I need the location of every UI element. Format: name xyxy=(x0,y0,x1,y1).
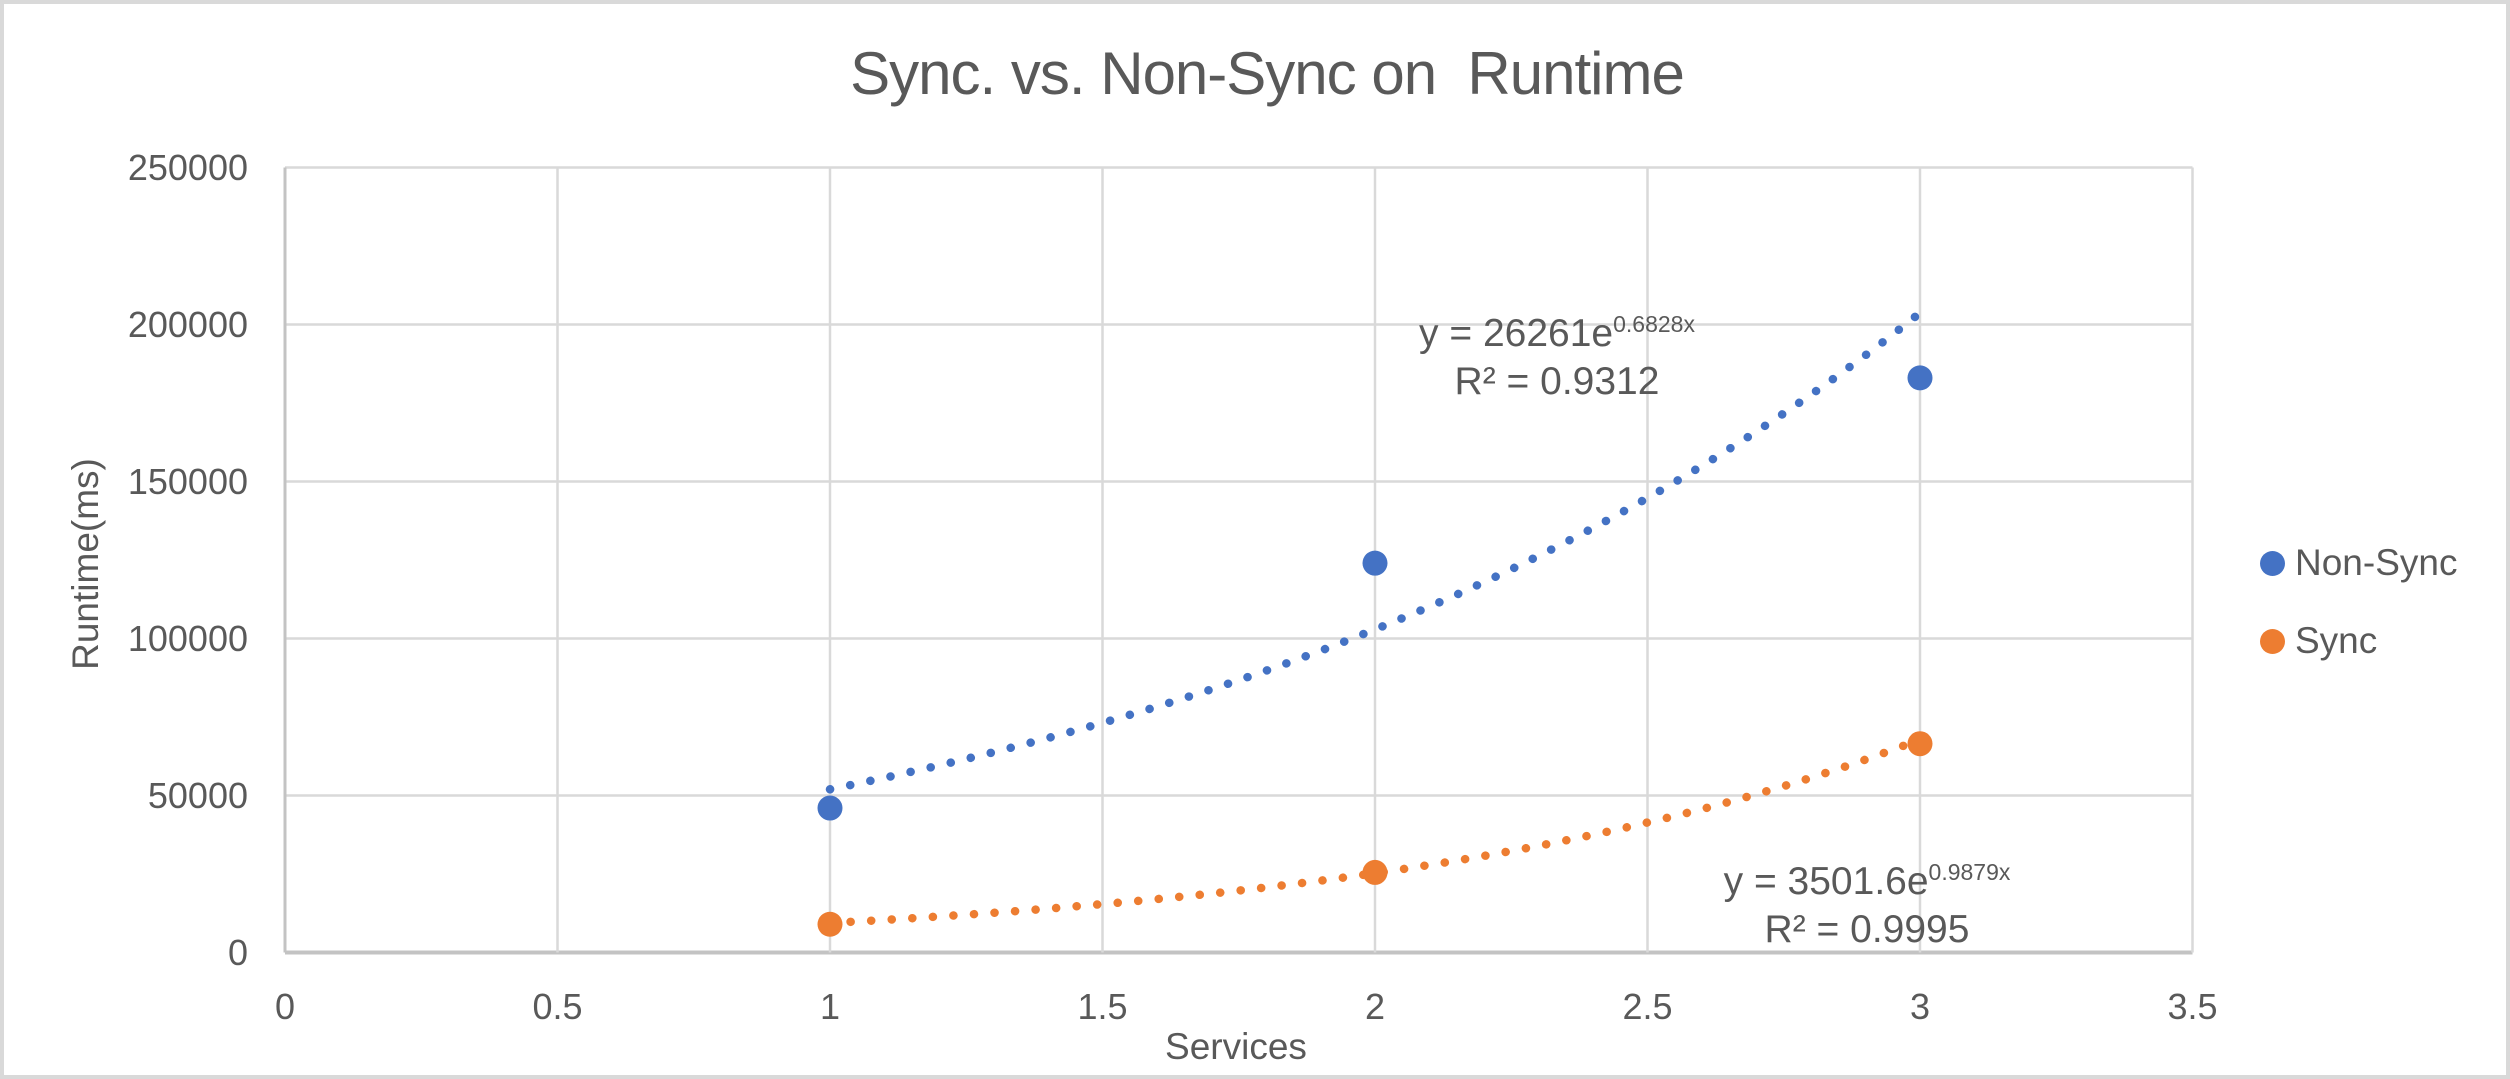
data-point-non-sync xyxy=(1362,550,1388,576)
trendline-equation-line: y = 26261e0.6828x xyxy=(1419,310,1695,358)
equation-prefix: y = 3501.6e xyxy=(1723,860,1929,903)
y-axis-tick-label: 200000 xyxy=(127,303,248,345)
x-axis-tick-label: 3 xyxy=(1909,986,1931,1027)
x-axis-title: Services xyxy=(1165,1026,1307,1067)
x-axis-tick-label: 3.5 xyxy=(2167,986,2218,1027)
trendline-equation-line: y = 3501.6e0.9879x xyxy=(1724,858,2011,906)
equation-exponent: 0.6828x xyxy=(1613,311,1695,337)
trendline-equation-nonsync: y = 26261e0.6828x R² = 0.9312 xyxy=(1419,310,1695,406)
equation-exponent: 0.9879x xyxy=(1928,859,2011,885)
trendline-sync xyxy=(825,735,1925,928)
legend-marker-nonsync-icon xyxy=(2260,550,2285,576)
plot-area xyxy=(283,166,2194,955)
data-point-non-sync xyxy=(817,795,843,821)
chart-title: Sync. vs. Non-Sync on Runtime xyxy=(850,40,1685,107)
legend-label-nonsync: Non-Sync xyxy=(2295,542,2458,583)
legend-label-sync: Sync xyxy=(2295,620,2378,661)
x-axis-tick-label: 0 xyxy=(274,986,296,1027)
y-axis-tick-label: 50000 xyxy=(147,774,248,816)
data-point-sync xyxy=(817,911,843,937)
x-axis-tick-label: 1 xyxy=(819,986,841,1027)
data-point-sync xyxy=(1362,859,1388,885)
trendline-equation-sync: y = 3501.6e0.9879x R² = 0.9995 xyxy=(1724,858,2011,954)
x-axis-tick-label: 2.5 xyxy=(1622,986,1673,1027)
y-axis-tick-label: 250000 xyxy=(127,146,248,188)
x-axis-tick-label: 1.5 xyxy=(1077,986,1128,1027)
y-axis-tick-label: 150000 xyxy=(127,460,248,502)
x-axis-tick-label: 0.5 xyxy=(532,986,583,1027)
r-squared-label: R² = 0.9312 xyxy=(1454,360,1660,403)
y-axis-tick-label: 100000 xyxy=(127,617,248,659)
trendline-non-sync xyxy=(825,308,1925,794)
x-axis-tick-label: 2 xyxy=(1364,986,1386,1027)
legend-marker-sync-icon xyxy=(2260,628,2285,654)
legend-item-nonsync: Non-Sync xyxy=(2260,542,2457,584)
y-axis-tick-label: 0 xyxy=(227,931,248,973)
data-point-sync xyxy=(1907,731,1933,757)
data-point-non-sync xyxy=(1907,365,1933,391)
legend-item-sync: Sync xyxy=(2260,620,2457,662)
equation-prefix: y = 26261e xyxy=(1419,312,1614,355)
r-squared-label: R² = 0.9995 xyxy=(1764,908,1970,951)
legend: Non-Sync Sync xyxy=(2260,542,2457,698)
